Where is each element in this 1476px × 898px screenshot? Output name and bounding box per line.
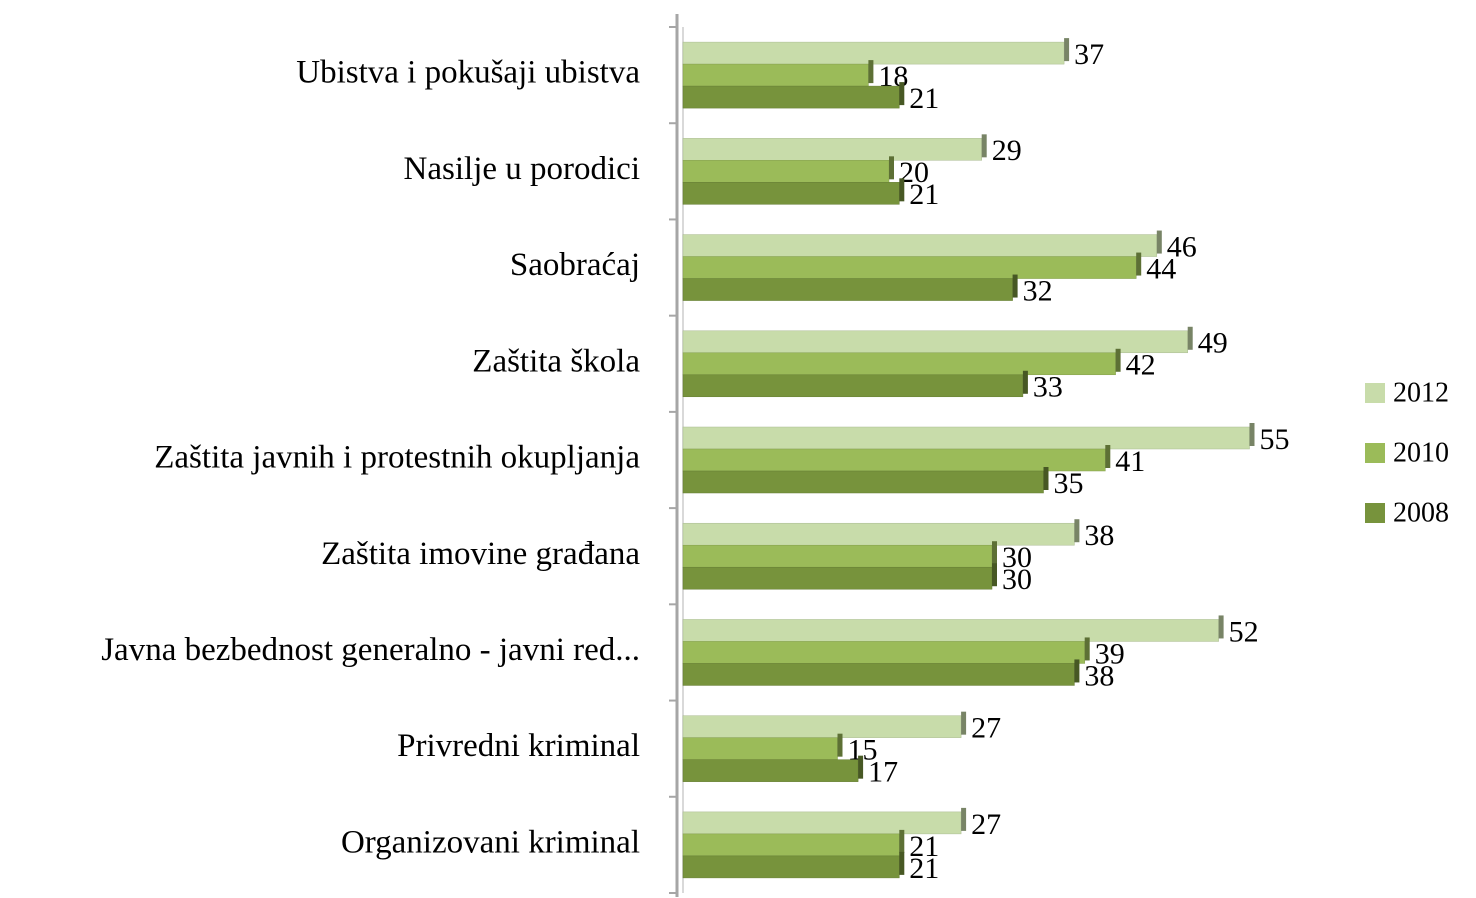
bar [682, 566, 993, 590]
value-label: 21 [909, 178, 939, 211]
legend-swatch [1365, 503, 1385, 523]
bar [682, 63, 869, 87]
bar-side [1012, 274, 1018, 298]
category-label: Zaštita javnih i protestnih okupljanja [154, 440, 640, 476]
bar-side [899, 82, 905, 106]
category-label: Zaštita škola [472, 343, 640, 379]
value-label: 42 [1126, 349, 1156, 382]
category-label: Saobraćaj [510, 247, 640, 283]
bar-side [961, 711, 967, 735]
value-label: 27 [971, 712, 1001, 745]
legend-label: 2010 [1393, 437, 1449, 468]
value-label: 33 [1033, 371, 1063, 404]
value-label: 21 [909, 852, 939, 885]
bar [682, 426, 1250, 450]
bar [682, 374, 1024, 398]
bar-side [858, 755, 864, 779]
value-label: 49 [1198, 327, 1228, 360]
bar [682, 715, 962, 738]
bar-side [837, 733, 843, 757]
bar-side [992, 541, 997, 565]
bar [682, 138, 982, 161]
value-label: 35 [1054, 467, 1084, 500]
bar [682, 256, 1137, 279]
bar-side [1043, 467, 1049, 490]
category-label: Zaštita imovine građana [321, 536, 640, 572]
bar-side [1074, 519, 1080, 543]
bar-side [899, 178, 905, 202]
bar-side [1136, 252, 1142, 276]
bar [682, 330, 1188, 354]
value-label: 32 [1023, 274, 1053, 307]
bar-side [1187, 326, 1193, 350]
value-label: 21 [909, 82, 939, 115]
bar [682, 41, 1065, 65]
category-label: Nasilje u porodici [404, 151, 640, 187]
bar [682, 663, 1075, 686]
value-label: 37 [1074, 38, 1104, 71]
value-label: 29 [992, 134, 1022, 167]
category-label: Organizovani kriminal [341, 824, 640, 860]
bar-side [1115, 348, 1121, 372]
bar [682, 544, 993, 568]
value-label: 55 [1260, 423, 1290, 456]
bar [682, 759, 859, 782]
value-label: 38 [1084, 659, 1114, 692]
bar [682, 182, 900, 205]
bar [682, 234, 1158, 257]
bar-side [1218, 615, 1224, 639]
bar [682, 160, 890, 183]
bar-side [899, 829, 905, 853]
value-label: 39 [1095, 637, 1125, 670]
bar-side [1084, 637, 1090, 661]
bar-side [1156, 230, 1162, 254]
bar [682, 619, 1219, 642]
legend-swatch [1365, 443, 1385, 463]
bar [682, 855, 900, 879]
bar [682, 833, 900, 857]
category-label: Ubistva i pokušaji ubistva [296, 55, 640, 91]
bar-side [1022, 370, 1028, 394]
bar [682, 641, 1085, 664]
bar-side [868, 60, 874, 84]
value-label: 21 [909, 830, 939, 863]
bar-side [899, 851, 905, 875]
bar-side [889, 156, 894, 180]
value-label: 30 [1002, 563, 1032, 596]
value-label: 17 [868, 756, 898, 789]
legend-swatch [1365, 383, 1385, 403]
bar [682, 470, 1044, 494]
bar-side [1249, 423, 1255, 446]
bar-side [981, 134, 987, 158]
bar [682, 85, 900, 109]
bar-side [1074, 659, 1080, 683]
bar-side [992, 563, 997, 587]
bar [682, 448, 1106, 472]
bar [682, 278, 1013, 301]
bar-side [1064, 38, 1070, 62]
value-label: 52 [1229, 615, 1259, 648]
bar [682, 737, 838, 760]
legend-label: 2012 [1393, 377, 1449, 408]
value-label: 27 [971, 808, 1001, 841]
value-label: 38 [1084, 519, 1114, 552]
bar-side [961, 807, 967, 831]
category-label: Javna bezbednost generalno - javni red..… [101, 632, 640, 668]
category-label: Privredni kriminal [397, 728, 640, 764]
bar-side [1105, 445, 1111, 468]
value-label: 46 [1167, 230, 1197, 263]
value-label: 44 [1146, 252, 1176, 285]
value-label: 41 [1115, 445, 1145, 478]
value-label: 30 [1002, 541, 1032, 574]
legend-label: 2008 [1393, 497, 1449, 528]
